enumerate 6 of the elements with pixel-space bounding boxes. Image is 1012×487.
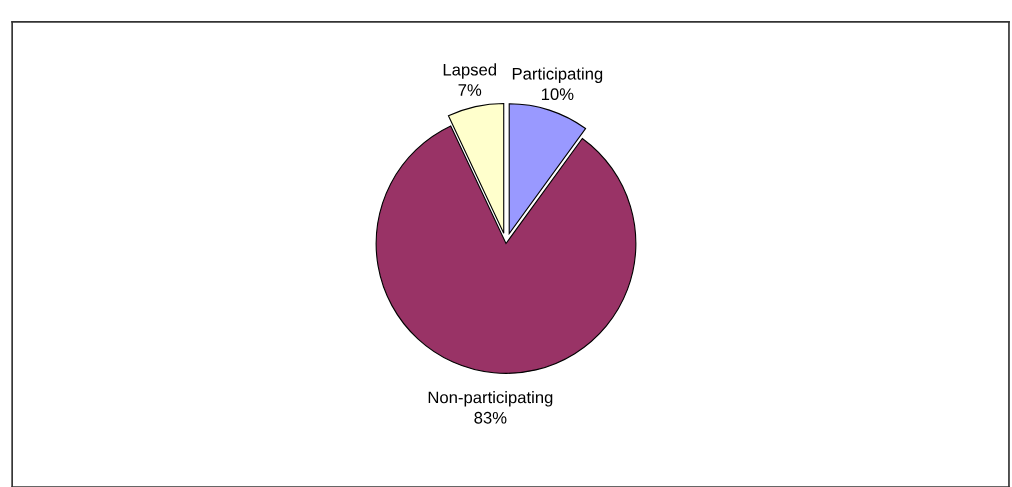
data-label: 7% <box>458 84 482 96</box>
data-label: 83% <box>474 411 507 424</box>
slice-label: Lapsed <box>443 63 497 79</box>
data-label: 10% <box>541 88 574 101</box>
slice-label: Participating <box>512 67 603 83</box>
slice-label: Non-participating <box>428 391 553 407</box>
